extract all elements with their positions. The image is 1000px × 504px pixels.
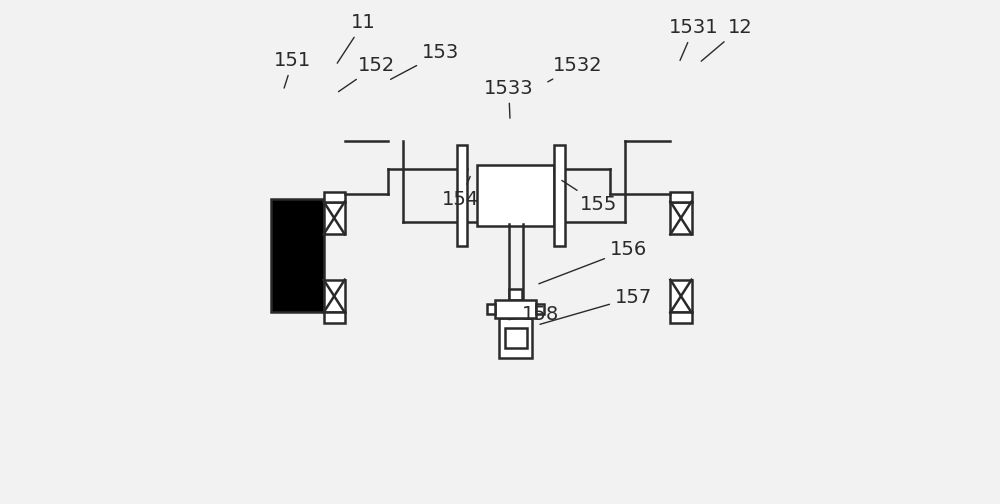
Polygon shape — [554, 145, 565, 246]
Text: 153: 153 — [391, 43, 459, 79]
Polygon shape — [509, 289, 522, 300]
Polygon shape — [499, 318, 532, 358]
Text: 155: 155 — [562, 180, 617, 214]
Polygon shape — [536, 303, 544, 313]
Text: 1531: 1531 — [669, 18, 719, 60]
Polygon shape — [495, 300, 536, 318]
Text: 11: 11 — [337, 13, 376, 63]
Polygon shape — [477, 165, 554, 226]
Polygon shape — [670, 202, 692, 234]
Polygon shape — [324, 280, 345, 312]
Text: 156: 156 — [539, 240, 647, 284]
Polygon shape — [324, 202, 345, 234]
Polygon shape — [670, 280, 692, 312]
Polygon shape — [324, 312, 345, 323]
Polygon shape — [324, 192, 345, 202]
Text: 157: 157 — [540, 288, 652, 324]
Polygon shape — [670, 192, 692, 202]
Text: 1533: 1533 — [484, 79, 533, 118]
Text: 1532: 1532 — [548, 56, 603, 82]
Polygon shape — [271, 199, 324, 312]
Polygon shape — [505, 328, 527, 348]
Text: 154: 154 — [442, 176, 479, 209]
Text: 158: 158 — [509, 305, 559, 325]
Text: 152: 152 — [338, 56, 395, 92]
Text: 151: 151 — [274, 51, 311, 88]
Polygon shape — [487, 303, 495, 313]
Polygon shape — [457, 145, 467, 246]
Text: 12: 12 — [701, 18, 753, 61]
Polygon shape — [670, 312, 692, 323]
